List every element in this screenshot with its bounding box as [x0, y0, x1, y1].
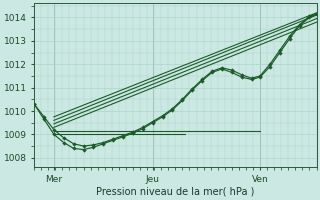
X-axis label: Pression niveau de la mer( hPa ): Pression niveau de la mer( hPa ) [96, 187, 254, 197]
